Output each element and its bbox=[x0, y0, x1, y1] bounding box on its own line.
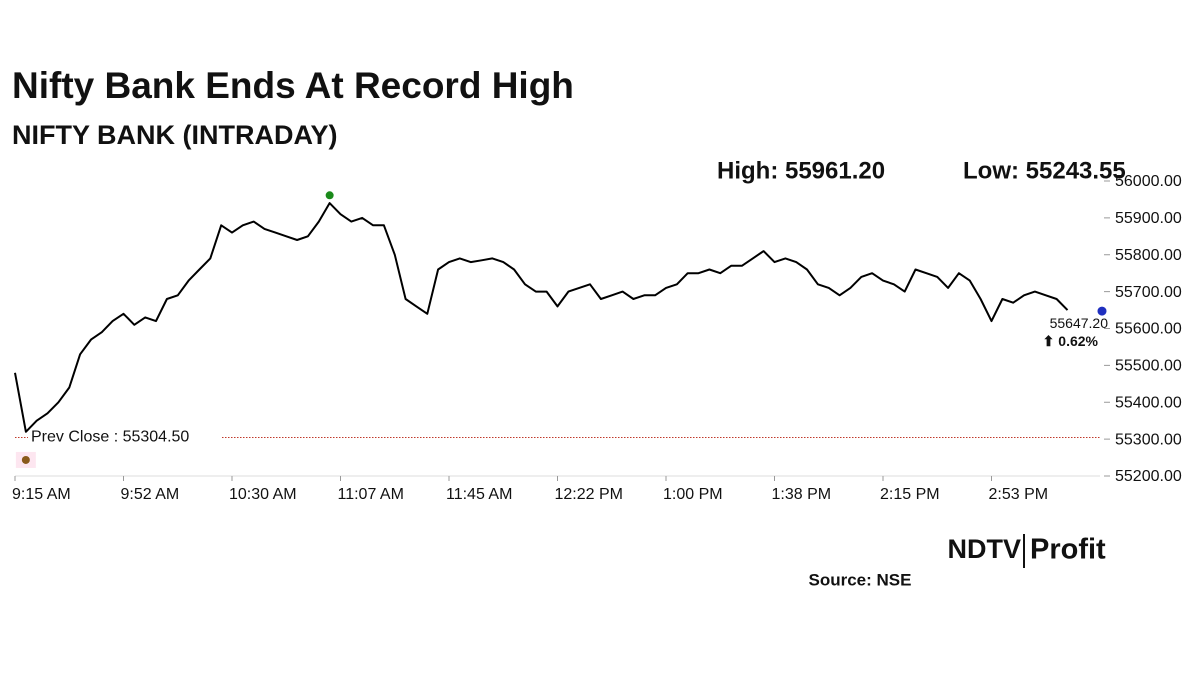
chart-title: Nifty Bank Ends At Record High bbox=[12, 65, 574, 106]
last-price: 55647.20 bbox=[1050, 315, 1109, 331]
source: Source: NSE bbox=[809, 570, 912, 589]
y-tick-label: 55600.00 bbox=[1115, 321, 1182, 338]
x-tick-label: 2:53 PM bbox=[989, 486, 1049, 503]
last-marker bbox=[1097, 306, 1107, 316]
x-tick-label: 12:22 PM bbox=[555, 486, 623, 503]
prev-close-label: Prev Close : 55304.50 bbox=[31, 429, 189, 446]
high-text: High: 55961.20 bbox=[717, 157, 885, 184]
y-tick-label: 55300.00 bbox=[1115, 431, 1182, 448]
x-tick-label: 11:07 AM bbox=[338, 486, 404, 503]
x-tick-label: 11:45 AM bbox=[446, 486, 512, 503]
logo-profit: Profit bbox=[1030, 534, 1106, 566]
prev-close-bg bbox=[28, 426, 221, 447]
y-tick-label: 55400.00 bbox=[1115, 394, 1182, 411]
x-tick-label: 2:15 PM bbox=[880, 486, 940, 503]
x-tick-label: 1:00 PM bbox=[663, 486, 723, 503]
x-tick-label: 9:52 AM bbox=[121, 486, 180, 503]
y-tick-label: 55800.00 bbox=[1115, 247, 1182, 264]
chart-subtitle: NIFTY BANK (INTRADAY) bbox=[12, 120, 338, 150]
y-tick-label: 56000.00 bbox=[1115, 173, 1182, 190]
low-text: Low: 55243.55 bbox=[963, 157, 1126, 184]
y-tick-label: 55700.00 bbox=[1115, 284, 1182, 301]
y-tick-label: 55200.00 bbox=[1115, 468, 1182, 485]
y-tick-label: 55900.00 bbox=[1115, 210, 1182, 227]
low-marker bbox=[21, 455, 30, 464]
x-tick-label: 10:30 AM bbox=[229, 486, 297, 503]
change-pct: ⬆ 0.62% bbox=[1043, 333, 1099, 349]
price-line bbox=[14, 202, 1069, 433]
x-tick-label: 1:38 PM bbox=[772, 486, 832, 503]
logo-ndtv: NDTV bbox=[948, 534, 1022, 564]
y-tick-label: 55500.00 bbox=[1115, 358, 1182, 375]
high-marker bbox=[325, 191, 334, 200]
x-tick-label: 9:15 AM bbox=[12, 486, 71, 503]
